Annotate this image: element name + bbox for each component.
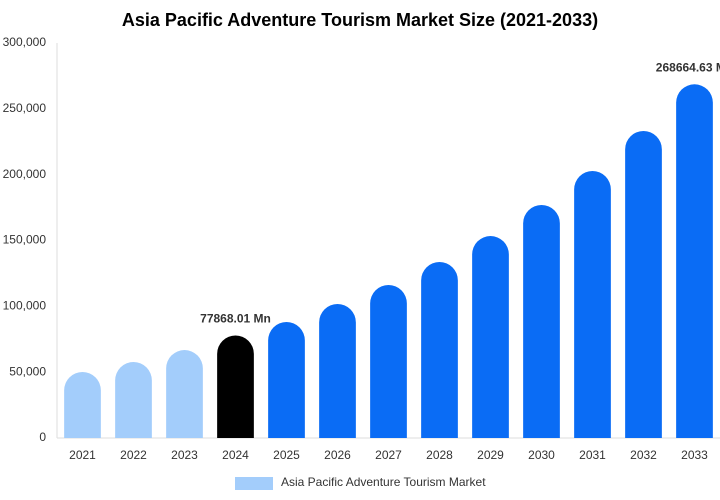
x-tick-label: 2025 [273,448,300,462]
bar [421,261,458,438]
x-tick-label: 2023 [171,448,198,462]
bar [370,285,407,438]
value-label: 77868.01 Mn [200,312,271,326]
legend-swatch [235,477,273,490]
bar [268,322,305,438]
y-tick-label: 50,000 [9,364,46,378]
x-tick-label: 2024 [222,448,249,462]
bar [472,236,509,438]
y-tick-label: 250,000 [3,101,47,115]
y-tick-label: 0 [39,430,46,444]
x-tick-label: 2021 [69,448,96,462]
x-tick-label: 2029 [477,448,504,462]
bar [166,350,203,438]
bar [217,335,254,438]
y-tick-label: 300,000 [3,35,47,49]
x-tick-label: 2022 [120,448,147,462]
bar [115,362,152,438]
bar [574,171,611,438]
value-label: 268664.63 Mn [656,60,720,74]
x-tick-label: 2033 [681,448,708,462]
bar [64,372,101,438]
y-tick-label: 100,000 [3,299,47,313]
bar [676,84,713,438]
legend-label: Asia Pacific Adventure Tourism Market [281,475,486,489]
bar [319,303,356,438]
x-tick-label: 2032 [630,448,657,462]
bar [523,204,560,438]
y-tick-label: 150,000 [3,233,47,247]
x-tick-label: 2030 [528,448,555,462]
x-tick-label: 2026 [324,448,351,462]
x-tick-label: 2027 [375,448,402,462]
x-tick-label: 2028 [426,448,453,462]
x-tick-label: 2031 [579,448,606,462]
y-tick-label: 200,000 [3,167,47,181]
bar [625,130,662,438]
chart-title: Asia Pacific Adventure Tourism Market Si… [122,10,598,30]
